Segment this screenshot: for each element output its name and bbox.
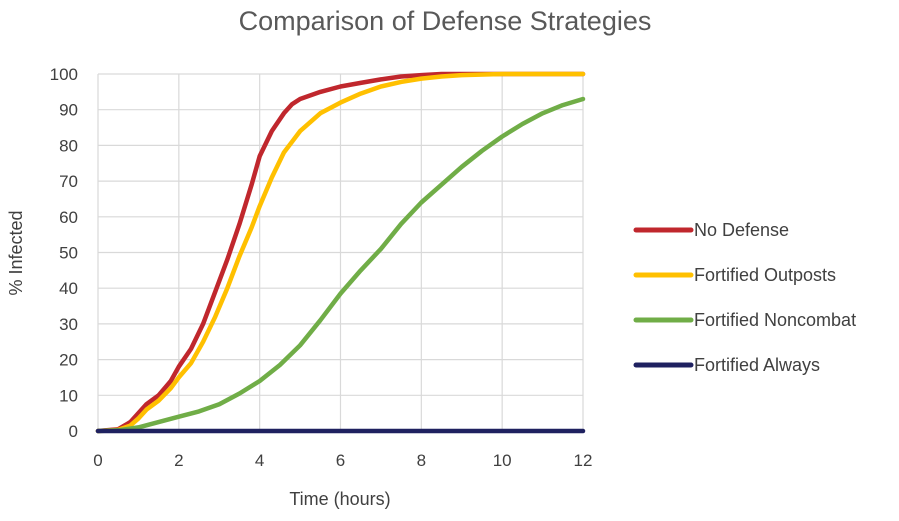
y-tick-label: 80 (59, 136, 78, 155)
x-tick-label: 4 (255, 451, 264, 470)
y-tick-label: 10 (59, 386, 78, 405)
grid-lines (97, 73, 584, 432)
y-tick-label: 0 (69, 422, 78, 441)
y-tick-label: 20 (59, 351, 78, 370)
x-tick-label: 0 (93, 451, 102, 470)
y-axis-label: % Infected (6, 210, 26, 295)
legend-label: Fortified Outposts (694, 265, 836, 285)
legend-item-fortified-outposts: Fortified Outposts (633, 265, 836, 285)
y-tick-label: 100 (50, 65, 78, 84)
y-tick-label: 70 (59, 172, 78, 191)
legend-item-fortified-always: Fortified Always (633, 355, 820, 375)
x-tick-label: 8 (417, 451, 426, 470)
x-tick-label: 2 (174, 451, 183, 470)
y-tick-label: 30 (59, 315, 78, 334)
x-tick-label: 12 (574, 451, 593, 470)
y-tick-label: 40 (59, 279, 78, 298)
series-line-fortified-outposts (95, 71, 586, 434)
y-tick-label: 90 (59, 101, 78, 120)
x-axis-label: Time (hours) (289, 489, 390, 509)
legend: No Defense Fortified Outposts Fortified No… (633, 220, 856, 375)
chart-title: Comparison of Defense Strategies (239, 6, 652, 36)
series-line-fortified-noncombat (95, 96, 586, 434)
series-line-no-defense (95, 71, 586, 434)
y-tick-label: 50 (59, 244, 78, 263)
x-tick-label: 10 (493, 451, 512, 470)
legend-label: No Defense (694, 220, 789, 240)
legend-label: Fortified Always (694, 355, 820, 375)
y-axis-ticks: 0 10 20 30 40 50 60 70 80 90 100 (50, 65, 78, 441)
x-tick-label: 6 (336, 451, 345, 470)
y-tick-label: 60 (59, 208, 78, 227)
series-lines (95, 71, 586, 434)
legend-item-no-defense: No Defense (633, 220, 789, 240)
legend-item-fortified-noncombat: Fortified Noncombat (633, 310, 856, 330)
legend-label: Fortified Noncombat (694, 310, 856, 330)
x-axis-ticks: 0 2 4 6 8 10 12 (93, 451, 592, 470)
